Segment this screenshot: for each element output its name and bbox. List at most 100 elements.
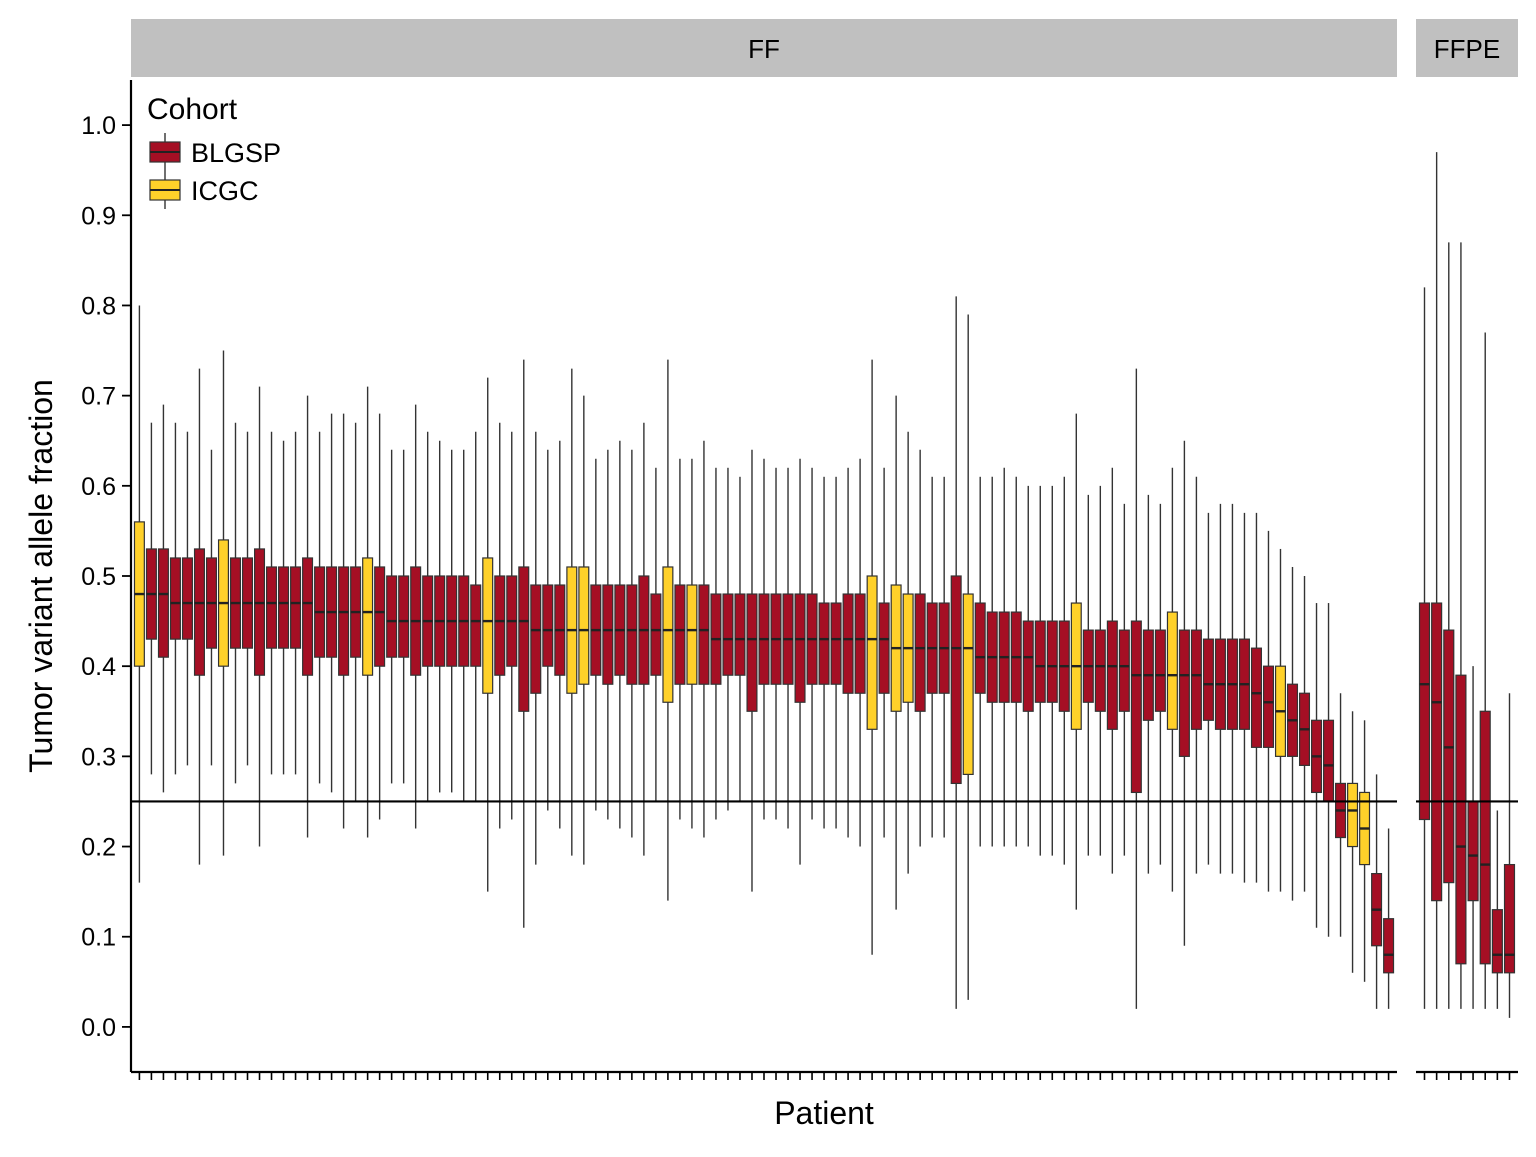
box-iqr (650, 593, 662, 676)
box-iqr (1154, 629, 1166, 712)
box-70 (962, 314, 974, 1000)
facet-strip-ffpe (1416, 19, 1518, 77)
y-tick-label: 0.5 (81, 563, 116, 591)
box-82 (1106, 467, 1118, 874)
y-axis-title: Tumor variant allele fraction (23, 379, 59, 773)
box-104 (1371, 774, 1383, 1009)
box-42 (626, 449, 638, 838)
legend-item-blgsp: BLGSP (149, 133, 281, 171)
box-86 (1154, 503, 1166, 865)
box-33 (518, 359, 530, 928)
box-35 (542, 449, 554, 811)
box-32 (506, 431, 518, 820)
box-iqr (962, 593, 974, 776)
facet-panels (131, 152, 1518, 1080)
box-67 (926, 476, 938, 838)
box-31 (494, 422, 506, 829)
legend-label: BLGSP (191, 138, 281, 168)
box-50 (722, 467, 734, 811)
box-80 (1082, 494, 1094, 856)
box-53 (758, 458, 770, 820)
box-64 (890, 395, 902, 910)
box-85 (1142, 494, 1154, 874)
box-iqr (542, 584, 554, 667)
box-iqr (818, 602, 830, 685)
box-95 (1262, 530, 1275, 892)
box-iqr (302, 557, 314, 676)
box-8 (217, 350, 230, 856)
box-iqr (866, 575, 878, 730)
facet-strip-label: FF (748, 34, 780, 64)
box-58 (818, 476, 830, 829)
box-40 (602, 449, 614, 820)
box-iqr (1431, 602, 1443, 902)
box-iqr (169, 557, 181, 640)
box-65 (902, 431, 914, 874)
y-tick-label: 0.7 (81, 383, 116, 411)
box-102 (1347, 711, 1359, 973)
box-iqr (193, 548, 205, 676)
box-iqr (1347, 782, 1359, 848)
box-iqr (338, 566, 350, 676)
y-tick-label: 0.2 (81, 834, 116, 862)
box-3 (157, 404, 169, 793)
box-7 (1491, 810, 1503, 1009)
box-11 (253, 386, 266, 847)
box-6 (1479, 332, 1491, 1009)
box-iqr (698, 584, 710, 685)
box-29 (470, 431, 482, 802)
box-17 (326, 413, 338, 793)
box-iqr (1503, 863, 1516, 974)
box-8 (1503, 693, 1516, 1018)
box-iqr (1202, 638, 1214, 721)
y-tick-label: 0.0 (81, 1014, 116, 1042)
box-57 (806, 467, 818, 820)
box-60 (842, 467, 854, 838)
box-iqr (1479, 710, 1491, 965)
box-54 (770, 467, 782, 820)
box-61 (854, 458, 866, 847)
box-81 (1094, 485, 1106, 856)
box-21 (374, 413, 386, 820)
box-iqr (842, 593, 854, 694)
box-iqr (1190, 629, 1202, 730)
box-105 (1383, 828, 1395, 1009)
box-41 (614, 440, 626, 829)
y-tick-label: 0.9 (81, 202, 116, 230)
box-5 (181, 431, 193, 766)
box-87 (1166, 467, 1178, 892)
box-56 (794, 458, 806, 865)
box-48 (698, 440, 710, 838)
box-30 (482, 377, 494, 892)
box-iqr (1250, 647, 1262, 748)
box-98 (1298, 576, 1311, 892)
facet-strips: FF FFPE (131, 19, 1518, 77)
box-25 (422, 431, 434, 802)
legend-item-icgc: ICGC (149, 171, 259, 209)
box-iqr (530, 584, 542, 694)
box-92 (1226, 503, 1238, 874)
box-iqr (626, 584, 638, 685)
box-iqr (686, 584, 698, 685)
y-tick-label: 0.3 (81, 743, 116, 771)
y-axis: 0.0 0.1 0.2 0.3 0.4 0.5 0.6 0.7 0.8 0.9 1.0 (81, 80, 133, 1072)
box-iqr (974, 602, 986, 694)
box-iqr (278, 566, 290, 649)
box-90 (1202, 512, 1214, 865)
facet-strip-label: FFPE (1434, 34, 1500, 64)
box-iqr (362, 557, 374, 676)
box-13 (278, 440, 290, 775)
box-iqr (1166, 611, 1178, 730)
box-52 (746, 449, 758, 892)
box-49 (710, 467, 722, 820)
box-iqr (1455, 674, 1467, 965)
y-tick-label: 0.4 (81, 653, 116, 681)
box-iqr (1034, 620, 1046, 703)
box-iqr (830, 602, 842, 685)
box-44 (650, 467, 662, 802)
box-38 (578, 395, 590, 865)
box-12 (266, 431, 278, 775)
box-22 (386, 449, 398, 784)
